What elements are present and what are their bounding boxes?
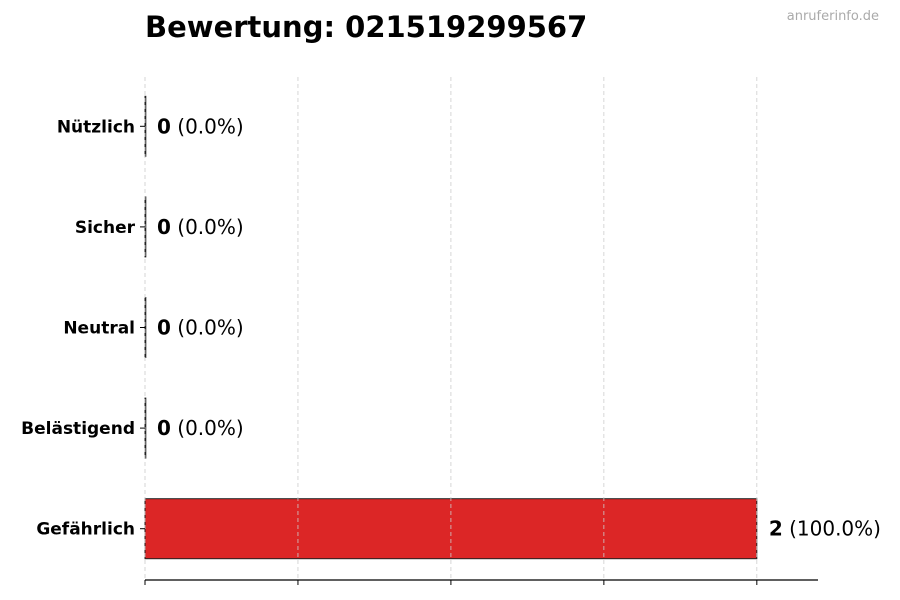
value-label: 0 (0.0%) <box>157 215 244 239</box>
watermark: anruferinfo.de <box>786 9 879 24</box>
category-label: Gefährlich <box>36 520 135 540</box>
category-label: Nützlich <box>57 117 135 137</box>
value-label: 2 (100.0%) <box>769 517 881 541</box>
value-label: 0 (0.0%) <box>157 114 244 138</box>
bar <box>144 297 147 358</box>
category-label: Belästigend <box>21 419 135 439</box>
chart-title: Bewertung: 021519299567 <box>145 10 588 44</box>
value-label: 0 (0.0%) <box>157 416 244 440</box>
category-label: Neutral <box>63 319 135 339</box>
category-label: Sicher <box>75 218 136 238</box>
value-label: 0 (0.0%) <box>157 316 244 340</box>
